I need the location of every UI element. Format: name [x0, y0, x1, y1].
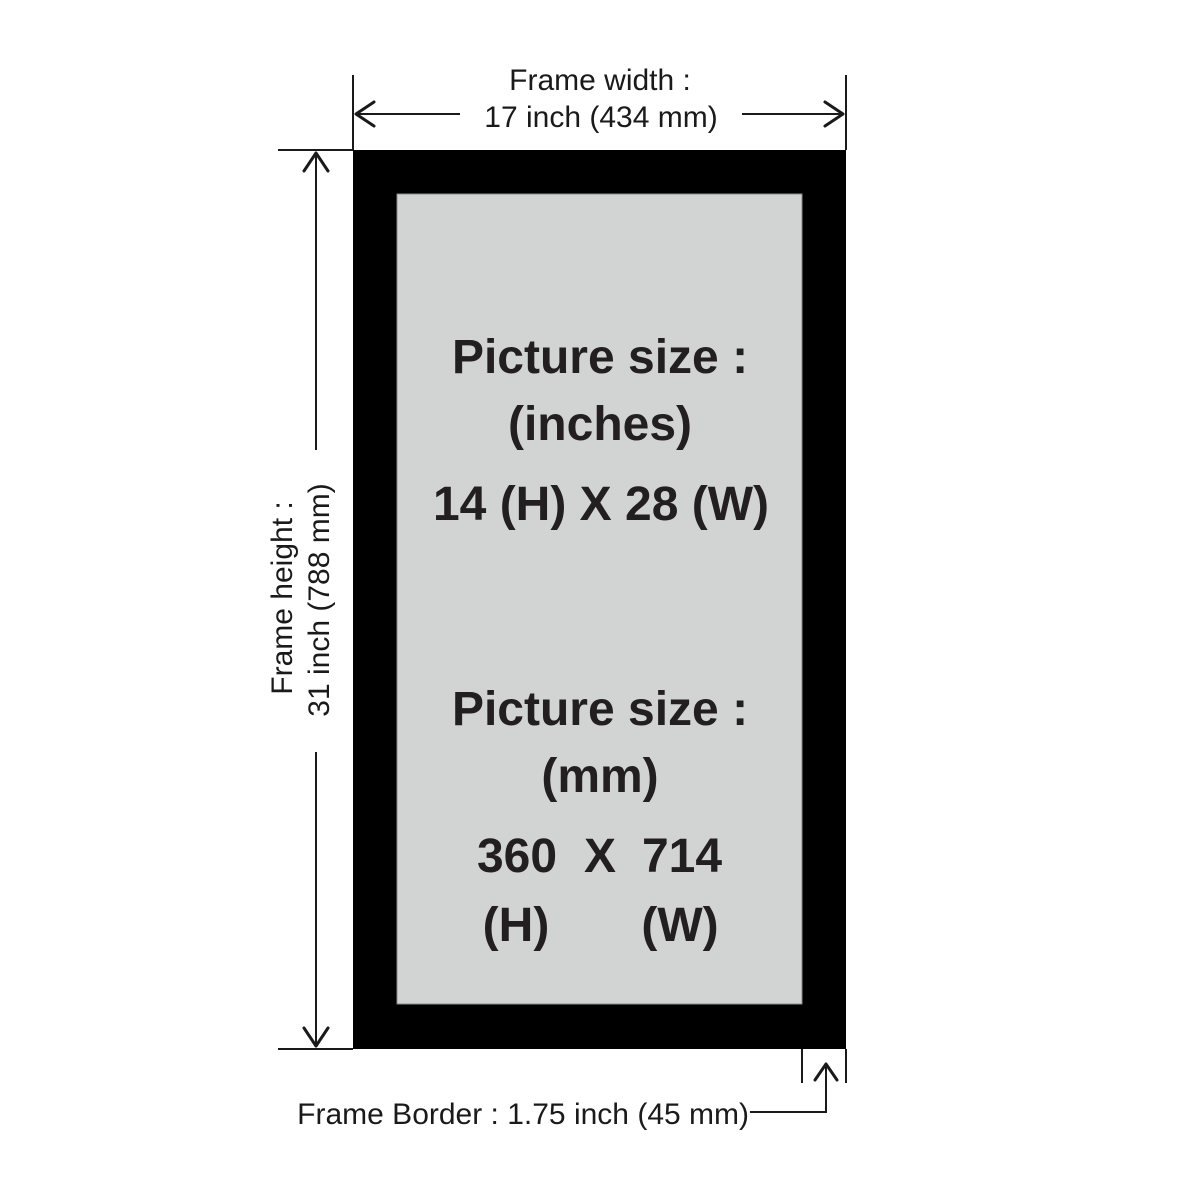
picture-inches-heading: Picture size : — [452, 331, 748, 384]
arrow-right-icon — [823, 100, 845, 128]
picture-inches-dimensions: 14 (H) X 28 (W) — [433, 478, 769, 531]
picture-mm-unit: (mm) — [541, 750, 658, 803]
picture-size-inches: Picture size : (inches) 14 (H) X 28 (W) — [433, 331, 769, 531]
border-leader-line — [750, 1066, 827, 1113]
picture-mm-height-label: (H) — [483, 899, 550, 952]
frame-border-dimension: Frame Border : 1.75 inch (45 mm) — [297, 1049, 847, 1131]
frame-width-label: Frame width : — [509, 64, 691, 97]
frame-height-value: 31 inch (788 mm) — [303, 483, 336, 716]
picture-mm-width-value: 714 — [642, 830, 722, 883]
picture-area — [396, 193, 803, 1005]
picture-mm-width-label: (W) — [641, 899, 718, 952]
picture-inches-unit: (inches) — [508, 398, 692, 451]
picture-size-mm: Picture size : (mm) 360 X 714 (H) (W) — [452, 683, 748, 952]
picture-mm-height-value: 360 — [477, 830, 557, 883]
picture-mm-heading: Picture size : — [452, 683, 748, 736]
frame-width-dimension: Frame width : 17 inch (434 mm) — [352, 64, 847, 150]
arrow-down-icon — [302, 1026, 330, 1048]
arrow-left-icon — [354, 100, 376, 128]
arrow-up-small-icon — [813, 1062, 839, 1082]
picture-mm-separator: X — [584, 830, 616, 883]
frame-height-dimension: Frame height : 31 inch (788 mm) — [266, 149, 353, 1050]
frame-width-value: 17 inch (434 mm) — [484, 101, 717, 134]
arrow-up-icon — [302, 151, 330, 173]
frame-border-label: Frame Border : 1.75 inch (45 mm) — [297, 1098, 749, 1131]
frame-height-label: Frame height : — [266, 501, 299, 694]
